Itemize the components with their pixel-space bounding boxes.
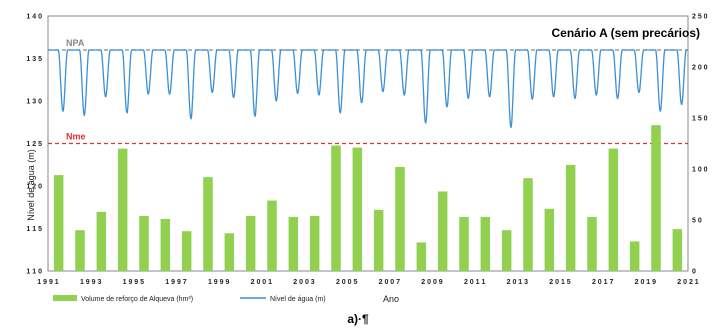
chart-title: Cenário A (sem precários) (552, 26, 701, 40)
bar-2015 (565, 164, 576, 271)
x-tick-label: 2 0 0 9 (421, 279, 443, 286)
reference-lines (48, 49, 688, 145)
x-tick-label: 1 9 9 9 (208, 279, 230, 286)
bar-1993 (96, 211, 107, 271)
bar-2007 (395, 166, 405, 271)
bar-2014 (544, 208, 555, 271)
bar-2008 (416, 242, 427, 271)
right-tick-label: 2 0 0 (692, 65, 708, 72)
bar-2018 (629, 241, 640, 271)
bar-1991 (53, 175, 64, 271)
reference-label-npa: NPA (66, 38, 85, 48)
right-tick-label: 1 5 0 (692, 116, 708, 123)
bar-2020 (672, 229, 683, 271)
bar-2006 (373, 209, 384, 271)
bar-2001 (267, 200, 277, 271)
left-tick-label: 1 2 5 (26, 141, 42, 148)
bar-2019 (651, 125, 661, 271)
legend-bar-swatch (53, 295, 77, 301)
x-tick-label: 2 0 0 3 (293, 279, 315, 286)
bar-2011 (480, 216, 491, 271)
x-tick-label: 2 0 0 5 (336, 279, 358, 286)
bar-2017 (608, 148, 619, 271)
x-tick-label: 2 0 1 5 (549, 279, 571, 286)
reference-label-nme: Nme (66, 132, 86, 142)
level-line-series (48, 49, 688, 129)
left-tick-label: 1 2 0 (26, 184, 42, 191)
x-tick-label: 2 0 0 7 (379, 279, 401, 286)
bar-2013 (523, 178, 533, 271)
bar-1999 (224, 233, 235, 271)
bar-2016 (587, 216, 597, 271)
bar-2010 (459, 216, 469, 271)
x-tick-label: 1 9 9 3 (80, 279, 102, 286)
bar-1996 (160, 218, 171, 271)
right-tick-label: 0 (692, 269, 696, 276)
x-tick-label: 2 0 2 1 (677, 279, 699, 286)
legend-line-label: Nível de água (m) (270, 296, 326, 303)
right-axis-ticks: 0 5 0 1 0 0 1 5 0 2 0 0 2 5 0 (692, 14, 708, 276)
bar-2009 (437, 191, 448, 271)
bar-1994 (117, 148, 128, 271)
right-tick-label: 5 0 (692, 218, 702, 225)
bar-1995 (139, 215, 149, 271)
left-axis-ticks: 1 1 0 1 1 5 1 2 0 1 2 5 1 3 0 1 3 5 1 4 0 (26, 14, 42, 276)
bar-2004 (331, 145, 341, 271)
x-axis-ticks: 1 9 9 1 1 9 9 3 1 9 9 5 1 9 9 7 1 9 9 9 2 0 0… (37, 279, 699, 286)
bar-2003 (309, 215, 320, 271)
left-tick-label: 1 3 0 (26, 99, 42, 106)
bar-series (53, 125, 683, 271)
reference-line-labels: NPA Nme (66, 38, 86, 142)
left-tick-label: 1 1 5 (26, 226, 42, 233)
x-tick-label: 1 9 9 7 (165, 279, 187, 286)
x-tick-label: 2 0 1 7 (592, 279, 614, 286)
bar-2000 (245, 215, 256, 271)
left-tick-label: 1 3 5 (26, 56, 42, 63)
bar-1997 (181, 231, 192, 271)
left-tick-label: 1 4 0 (26, 14, 42, 21)
right-tick-label: 2 5 0 (692, 14, 708, 21)
left-tick-label: 1 1 0 (26, 269, 42, 276)
x-tick-label: 2 0 1 9 (635, 279, 657, 286)
bar-1992 (75, 230, 85, 271)
x-tick-label: 1 9 9 1 (37, 279, 59, 286)
x-tick-label: 1 9 9 5 (123, 279, 145, 286)
water-level-line (48, 49, 688, 129)
x-axis-title: Ano (383, 294, 399, 304)
y-axis-title: Nível de água (m) (26, 149, 36, 221)
legend-bar-label: Volume de reforço de Alqueva (hm³) (81, 296, 193, 303)
bar-2005 (352, 147, 363, 271)
bar-1998 (203, 177, 213, 271)
right-tick-label: 1 0 0 (692, 167, 708, 174)
legend: Volume de reforço de Alqueva (hm³) Nível… (53, 295, 326, 303)
x-tick-label: 2 0 1 1 (464, 279, 486, 286)
bar-2002 (288, 216, 299, 271)
x-tick-label: 2 0 1 3 (507, 279, 529, 286)
bar-2012 (501, 230, 512, 271)
x-tick-label: 2 0 0 1 (251, 279, 273, 286)
figure-caption: a)·¶ (347, 312, 369, 326)
